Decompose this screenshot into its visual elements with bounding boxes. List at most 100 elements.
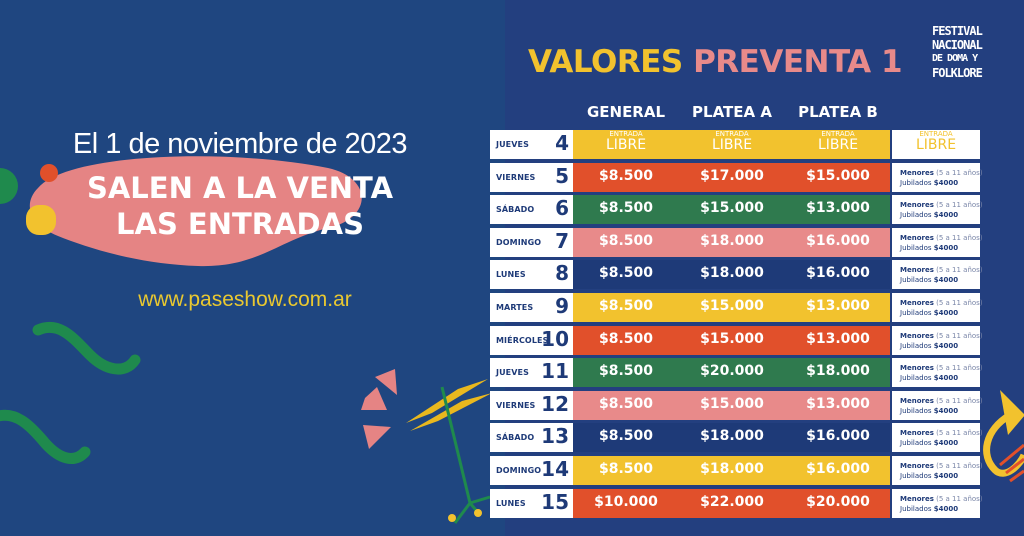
note-cell: Menores (5 a 11 años) Jubilados $4000 xyxy=(892,260,983,290)
day-number: 6 xyxy=(555,196,569,221)
price-value: $20.000 xyxy=(700,363,764,380)
logo-line: NACIONAL xyxy=(932,38,983,52)
price-value: $8.500 xyxy=(598,232,654,249)
price-value: $13.000 xyxy=(806,298,870,314)
table-row: LUNES 8 $8.500 $18.000 $16.000 Menores (5 … xyxy=(490,260,983,290)
price-value: $20.000 xyxy=(806,493,870,510)
price-value: $8.500 xyxy=(598,330,654,347)
day-number: 13 xyxy=(541,424,569,449)
day-number: 14 xyxy=(541,457,569,481)
price-value: $13.000 xyxy=(806,330,870,347)
note-minors-age: (5 a 11 años) xyxy=(936,201,983,210)
price-value: $8.500 xyxy=(598,298,654,314)
day-name: MIÉRCOLES xyxy=(496,335,549,345)
day-name: SÁBADO xyxy=(496,433,535,443)
note-minors-age: (5 a 11 años) xyxy=(936,233,983,242)
day-name: SÁBADO xyxy=(496,205,535,215)
day-number: 12 xyxy=(541,391,569,416)
free-entry-top: ENTRADA xyxy=(919,130,953,138)
free-entry-label: ENTRADA LIBRE xyxy=(679,130,785,153)
day-cell: LUNES 15 xyxy=(490,488,573,518)
note-retirees-price: $4000 xyxy=(933,374,959,383)
price-band: $8.500 $18.000 $16.000 xyxy=(573,456,890,485)
day-cell: DOMINGO 7 xyxy=(490,227,573,257)
free-entry-bottom: LIBRE xyxy=(711,137,753,153)
free-entry-bottom: LIBRE xyxy=(817,137,859,153)
day-number: 7 xyxy=(555,228,569,253)
note-retirees: Jubilados xyxy=(900,178,932,187)
note-cell: Menores (5 a 11 años) Jubilados $4000 xyxy=(892,162,983,192)
note-retirees: Jubilados xyxy=(900,243,932,252)
free-entry-bottom: LIBRE xyxy=(605,137,647,153)
note-retirees-price: $4000 xyxy=(933,276,959,285)
pink-blob-shape xyxy=(29,156,362,267)
price-value: $15.000 xyxy=(700,298,764,314)
note-minors: Menores xyxy=(900,364,934,373)
price-value: $8.500 xyxy=(598,461,654,477)
day-name: DOMINGO xyxy=(496,466,542,475)
discount-note: Menores (5 a 11 años) Jubilados $4000 xyxy=(900,265,983,285)
note-minors: Menores xyxy=(900,201,934,210)
day-cell: LUNES 8 xyxy=(490,260,573,290)
price-band: $8.500 $15.000 $13.000 xyxy=(573,293,890,322)
headline-line-2: LAS ENTRADAS xyxy=(116,207,364,241)
green-squiggle-icon xyxy=(0,409,91,464)
discount-note: Menores (5 a 11 años) Jubilados $4000 xyxy=(900,461,983,481)
day-name: DOMINGO xyxy=(496,237,542,247)
price-band: $8.500 $17.000 $15.000 xyxy=(573,162,890,192)
day-cell: JUEVES 11 xyxy=(490,358,573,388)
note-retirees: Jubilados xyxy=(900,472,932,480)
price-value: $16.000 xyxy=(806,461,870,477)
note-minors-age: (5 a 11 años) xyxy=(936,331,983,340)
day-name: LUNES xyxy=(496,498,526,508)
note-minors-age: (5 a 11 años) xyxy=(936,396,983,405)
column-header-platea-b: PLATEA B xyxy=(798,103,878,121)
note-cell: Menores (5 a 11 años) Jubilados $4000 xyxy=(892,456,983,485)
note-retirees: Jubilados xyxy=(900,439,932,448)
note-retirees-price: $4000 xyxy=(933,243,959,252)
yellow-dot-icon xyxy=(26,205,56,235)
note-minors: Menores xyxy=(900,168,934,177)
day-number: 10 xyxy=(541,326,569,351)
price-value: $18.000 xyxy=(700,232,764,249)
note-minors: Menores xyxy=(900,233,934,242)
price-value: $18.000 xyxy=(700,461,764,477)
logo-line: FESTIVAL xyxy=(932,24,983,38)
table-row: SÁBADO 6 $8.500 $15.000 $13.000 Menores (5… xyxy=(490,195,983,225)
price-band: $8.500 $18.000 $16.000 xyxy=(573,260,890,290)
note-retirees: Jubilados xyxy=(900,309,932,317)
day-cell: MIÉRCOLES 10 xyxy=(490,325,573,355)
note-minors: Menores xyxy=(900,494,934,503)
note-minors-age: (5 a 11 años) xyxy=(936,429,983,438)
price-value: $16.000 xyxy=(806,232,870,249)
note-retirees-price: $4000 xyxy=(933,472,959,480)
price-band: $8.500 $20.000 $18.000 xyxy=(573,358,890,388)
logo-line: FOLKLORE xyxy=(932,66,983,80)
discount-note: Menores (5 a 11 años) Jubilados $4000 xyxy=(900,298,983,318)
note-cell: Menores (5 a 11 años) Jubilados $4000 xyxy=(892,293,983,322)
free-entry-top: ENTRADA xyxy=(715,130,749,138)
table-row: SÁBADO 13 $8.500 $18.000 $16.000 Menores (… xyxy=(490,423,983,453)
price-band: $10.000 $22.000 $20.000 xyxy=(573,488,890,518)
note-cell: Menores (5 a 11 años) Jubilados $4000 xyxy=(892,325,983,355)
note-minors: Menores xyxy=(900,396,934,405)
note-cell: Menores (5 a 11 años) Jubilados $4000 xyxy=(892,227,983,257)
cymbal-instrument-icon xyxy=(406,379,492,524)
day-cell: DOMINGO 14 xyxy=(490,456,573,485)
price-value: $8.500 xyxy=(598,428,654,445)
note-cell: Menores (5 a 11 años) Jubilados $4000 xyxy=(892,390,983,420)
ticket-website-link[interactable]: www.paseshow.com.ar xyxy=(138,288,352,311)
note-retirees-price: $4000 xyxy=(933,504,959,513)
price-band: ENTRADA LIBRE ENTRADA LIBRE ENTRADA LIBR… xyxy=(573,130,890,159)
discount-note: Menores (5 a 11 años) Jubilados $4000 xyxy=(900,396,983,416)
day-name: MARTES xyxy=(496,303,534,312)
festival-logo: FESTIVAL NACIONAL DE DOMA Y FOLKLORE xyxy=(932,24,983,80)
note-retirees-price: $4000 xyxy=(933,309,959,317)
note-minors: Menores xyxy=(900,266,934,275)
note-minors-age: (5 a 11 años) xyxy=(936,494,983,503)
price-value: $18.000 xyxy=(700,428,764,445)
day-cell: SÁBADO 13 xyxy=(490,423,573,453)
discount-note: Menores (5 a 11 años) Jubilados $4000 xyxy=(900,233,983,253)
table-row: VIERNES 5 $8.500 $17.000 $15.000 Menores (… xyxy=(490,162,983,192)
note-retirees-price: $4000 xyxy=(933,406,959,415)
